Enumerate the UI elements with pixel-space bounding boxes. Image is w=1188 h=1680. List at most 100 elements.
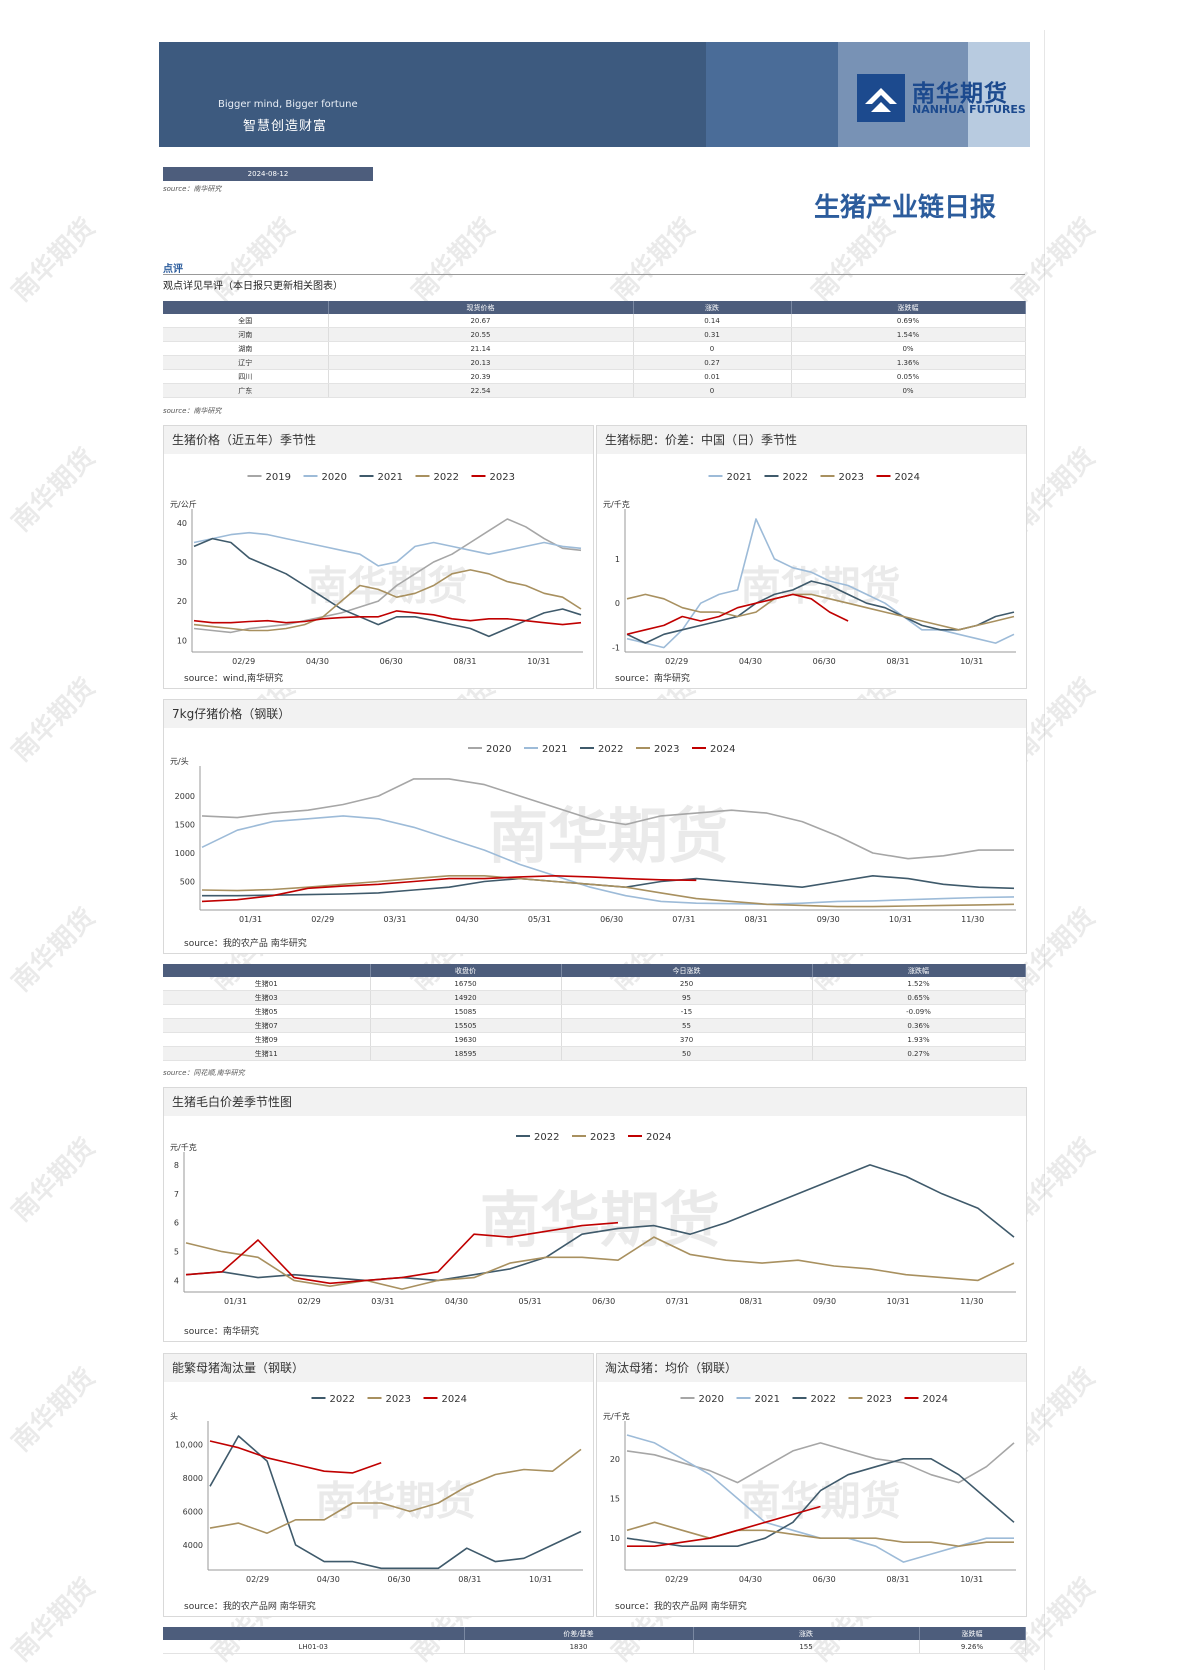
table-cell: 370 bbox=[561, 1032, 813, 1047]
futures-table-source: source：同花顺,南华研究 bbox=[163, 1069, 245, 1077]
chart-source: source：我的农产品 南华研究 bbox=[184, 939, 307, 949]
y-tick-label: -1 bbox=[612, 644, 620, 653]
table-cell: 15085 bbox=[370, 1004, 562, 1019]
legend-label: 2022 bbox=[598, 744, 623, 755]
x-tick-label: 06/30 bbox=[388, 1575, 411, 1584]
x-tick-label: 11/30 bbox=[961, 915, 984, 924]
x-tick-label: 02/29 bbox=[665, 1575, 688, 1584]
chart-culled-sow-price: 南华期货 元/千克 10 15 20 02/29 04/30 06/30 08/31 10/31 2… bbox=[603, 1394, 1016, 1584]
comment-divider bbox=[163, 274, 1025, 275]
chart-title: 淘汰母猪：均价（钢联） bbox=[597, 1354, 1026, 1382]
y-tick-label: 4000 bbox=[183, 1541, 203, 1550]
table-cell: 湖南 bbox=[163, 341, 329, 356]
x-tick-label: 04/30 bbox=[456, 915, 479, 924]
chart-panel-culled-sow-price: 淘汰母猪：均价（钢联） 南华期货 元/千克 10 15 20 02/29 04/30 06/3… bbox=[596, 1353, 1027, 1617]
table-cell: 0.05% bbox=[791, 369, 1026, 384]
y-tick-label: 20 bbox=[177, 597, 187, 606]
series-line-2024 bbox=[201, 875, 697, 903]
x-tick-label: 03/31 bbox=[371, 1297, 394, 1306]
x-tick-label: 06/30 bbox=[600, 915, 623, 924]
table-row: 河南 20.55 0.31 1.54% bbox=[163, 327, 1026, 342]
y-tick-label: 10 bbox=[610, 1534, 620, 1543]
y-tick-label: 2000 bbox=[175, 792, 195, 801]
table-header bbox=[163, 301, 329, 314]
chart-title: 7kg仔猪价格（钢联） bbox=[164, 700, 1026, 728]
table-cell: 生猪01 bbox=[163, 977, 371, 991]
x-tick-label: 04/30 bbox=[739, 657, 762, 666]
table-header: 现货价格 bbox=[328, 301, 634, 314]
table-cell: 1.54% bbox=[791, 327, 1026, 342]
series-line-2023 bbox=[626, 1521, 1014, 1547]
report-date: 2024-08-12 bbox=[163, 167, 373, 181]
chart-panel-hog-carcass-spread: 生猪毛白价差季节性图 南华期货 元/千克 4 5 6 7 8 01/31 02/29 03/31 0… bbox=[163, 1087, 1027, 1342]
x-tick-label: 04/30 bbox=[306, 657, 329, 666]
x-tick-label: 02/29 bbox=[298, 1297, 321, 1306]
y-tick-label: 7 bbox=[174, 1190, 179, 1199]
y-axis-label: 元/千克 bbox=[170, 1142, 197, 1152]
watermark-text: 南华期货 bbox=[206, 212, 302, 308]
x-tick-label: 11/30 bbox=[960, 1297, 983, 1306]
series-line-2022 bbox=[209, 1435, 582, 1570]
table-cell: 生猪07 bbox=[163, 1018, 371, 1033]
table-cell: 20.67 bbox=[328, 314, 634, 328]
chart-title: 能繁母猪淘汰量（钢联） bbox=[164, 1354, 593, 1382]
table-cell: 0.31 bbox=[633, 327, 792, 342]
table-cell: -0.09% bbox=[812, 1004, 1026, 1019]
y-tick-label: 4 bbox=[174, 1276, 179, 1285]
chart-watermark: 南华期货 bbox=[488, 802, 728, 872]
table-cell: 四川 bbox=[163, 369, 329, 384]
table-header bbox=[163, 1627, 465, 1640]
y-tick-label: 10 bbox=[177, 636, 187, 645]
table-cell: 全国 bbox=[163, 314, 329, 328]
legend-label: 2024 bbox=[646, 1132, 671, 1143]
table-cell: 广东 bbox=[163, 383, 329, 398]
x-tick-label: 05/31 bbox=[519, 1297, 542, 1306]
table-cell: 50 bbox=[561, 1046, 813, 1061]
table-row: 全国 20.67 0.14 0.69% bbox=[163, 314, 1026, 328]
chart-panel-hog-price-seasonal: 生猪价格（近五年）季节性 南华期货 元/公斤 10 20 30 40 02/29 04/30 0… bbox=[163, 425, 594, 689]
chart-title: 生猪毛白价差季节性图 bbox=[164, 1088, 1026, 1116]
logo-text-en: NANHUA FUTURES bbox=[912, 103, 1026, 116]
legend-label: 2024 bbox=[895, 472, 920, 483]
chart-hog-carcass-spread: 南华期货 元/千克 4 5 6 7 8 01/31 02/29 03/31 04/30 05/31 06… bbox=[170, 1132, 1016, 1306]
chart-source: source：我的农产品网 南华研究 bbox=[615, 1602, 747, 1612]
legend-label: 2020 bbox=[699, 1394, 724, 1405]
chart-panel-fat-lean-spread: 生猪标肥：价差：中国（日）季节性 南华期货 元/千克 -1 0 1 02/29 04/30 0… bbox=[596, 425, 1027, 689]
table-header: 价差/基差 bbox=[464, 1627, 694, 1640]
watermark-text: 南华期货 bbox=[6, 1132, 102, 1228]
legend-label: 2024 bbox=[710, 744, 735, 755]
watermark-text: 南华期货 bbox=[606, 212, 702, 308]
x-tick-label: 10/31 bbox=[527, 657, 550, 666]
table-header bbox=[163, 964, 371, 977]
x-tick-label: 04/30 bbox=[445, 1297, 468, 1306]
chart-watermark: 南华期货 bbox=[308, 564, 468, 610]
table-row: 广东 22.54 0 0% bbox=[163, 383, 1026, 398]
y-tick-label: 8000 bbox=[183, 1474, 203, 1483]
chart-watermark: 南华期货 bbox=[741, 1479, 901, 1525]
series-line-2020 bbox=[193, 531, 582, 567]
series-line-2021 bbox=[626, 518, 1015, 649]
chart-watermark: 南华期货 bbox=[480, 1186, 720, 1256]
x-tick-label: 10/31 bbox=[960, 657, 983, 666]
chart-sow-culling-volume: 南华期货 头 4000 6000 8000 10,000 02/29 04/30 06/30 08… bbox=[170, 1394, 583, 1584]
watermark-text: 南华期货 bbox=[6, 442, 102, 538]
legend-label: 2022 bbox=[434, 472, 459, 483]
table-header: 涨跌幅 bbox=[919, 1627, 1026, 1640]
legend-label: 2020 bbox=[322, 472, 347, 483]
series-line-2024 bbox=[185, 1221, 619, 1285]
table-cell: 1.36% bbox=[791, 355, 1026, 370]
watermark-text: 南华期货 bbox=[406, 212, 502, 308]
x-tick-label: 01/31 bbox=[239, 915, 262, 924]
legend-label: 2023 bbox=[590, 1132, 615, 1143]
y-axis-label: 元/公斤 bbox=[170, 499, 197, 509]
legend-label: 2023 bbox=[654, 744, 679, 755]
x-tick-label: 02/29 bbox=[232, 657, 255, 666]
legend-label: 2022 bbox=[330, 1394, 355, 1405]
x-tick-label: 04/30 bbox=[317, 1575, 340, 1584]
x-tick-label: 05/31 bbox=[528, 915, 551, 924]
y-tick-label: 8 bbox=[174, 1161, 179, 1170]
table-cell: 生猪09 bbox=[163, 1032, 371, 1047]
series-line-2023 bbox=[209, 1448, 582, 1534]
table-cell: 19630 bbox=[370, 1032, 562, 1047]
